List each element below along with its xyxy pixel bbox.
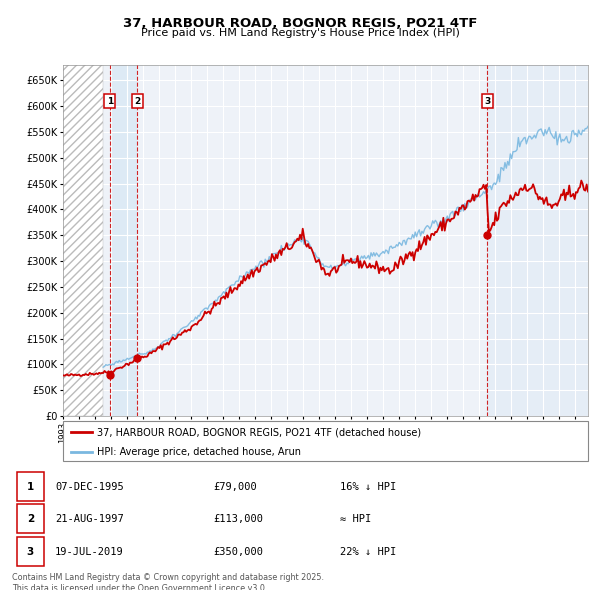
Text: £113,000: £113,000 xyxy=(214,514,263,524)
Text: 37, HARBOUR ROAD, BOGNOR REGIS, PO21 4TF: 37, HARBOUR ROAD, BOGNOR REGIS, PO21 4TF xyxy=(123,17,477,30)
Text: Price paid vs. HM Land Registry's House Price Index (HPI): Price paid vs. HM Land Registry's House … xyxy=(140,28,460,38)
Text: 2: 2 xyxy=(134,97,140,106)
Text: ≈ HPI: ≈ HPI xyxy=(340,514,371,524)
Text: 19-JUL-2019: 19-JUL-2019 xyxy=(55,547,124,557)
Text: £79,000: £79,000 xyxy=(214,482,257,491)
Bar xyxy=(110,65,137,416)
FancyBboxPatch shape xyxy=(63,421,588,461)
FancyBboxPatch shape xyxy=(17,472,44,501)
FancyBboxPatch shape xyxy=(17,537,44,566)
Text: 07-DEC-1995: 07-DEC-1995 xyxy=(55,482,124,491)
Text: 1: 1 xyxy=(27,482,34,491)
Text: 2: 2 xyxy=(27,514,34,524)
Text: 3: 3 xyxy=(27,547,34,557)
Text: 16% ↓ HPI: 16% ↓ HPI xyxy=(340,482,397,491)
FancyBboxPatch shape xyxy=(17,504,44,533)
Text: 21-AUG-1997: 21-AUG-1997 xyxy=(55,514,124,524)
Text: 3: 3 xyxy=(484,97,491,106)
Text: 22% ↓ HPI: 22% ↓ HPI xyxy=(340,547,397,557)
Text: £350,000: £350,000 xyxy=(214,547,263,557)
Bar xyxy=(63,65,103,416)
Text: 1: 1 xyxy=(107,97,113,106)
Text: HPI: Average price, detached house, Arun: HPI: Average price, detached house, Arun xyxy=(97,447,301,457)
Text: 37, HARBOUR ROAD, BOGNOR REGIS, PO21 4TF (detached house): 37, HARBOUR ROAD, BOGNOR REGIS, PO21 4TF… xyxy=(97,428,421,438)
Bar xyxy=(487,65,588,416)
Bar xyxy=(63,65,103,416)
Text: Contains HM Land Registry data © Crown copyright and database right 2025.
This d: Contains HM Land Registry data © Crown c… xyxy=(12,573,324,590)
